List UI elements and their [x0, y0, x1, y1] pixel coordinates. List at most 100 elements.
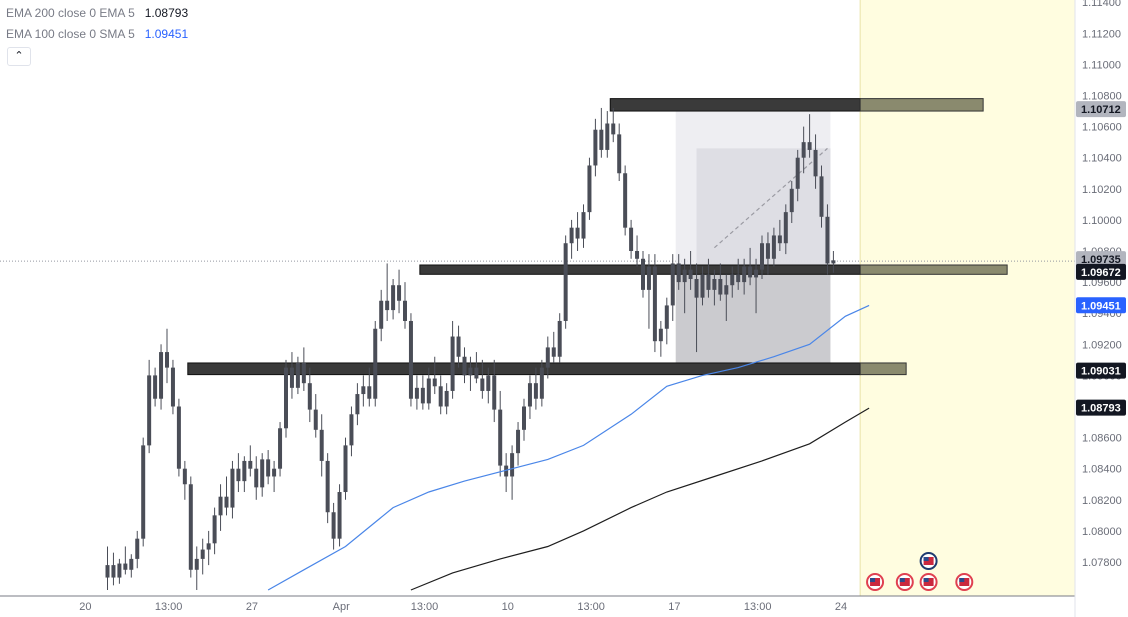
candle	[153, 367, 158, 407]
candle-body	[646, 266, 651, 290]
candle	[135, 530, 140, 569]
position-stop-area[interactable]	[675, 269, 831, 374]
zone-1-extension[interactable]	[859, 98, 984, 112]
event-marker[interactable]	[955, 573, 974, 591]
candle-body	[819, 176, 824, 217]
candle	[539, 359, 544, 407]
zone-2[interactable]	[419, 264, 861, 275]
legend-collapse-button[interactable]: ⌃	[7, 47, 31, 66]
event-marker[interactable]	[919, 573, 938, 591]
candle-body	[284, 367, 288, 429]
candle-body	[170, 367, 175, 407]
zone-1[interactable]	[609, 98, 861, 112]
candle-body	[224, 496, 229, 508]
candle	[391, 278, 396, 320]
candle-body	[438, 386, 443, 407]
candle-body	[605, 123, 610, 150]
time-axis[interactable]: 20 13:00 27 Apr 13:00 10 13:00 17 13:00 24	[79, 601, 847, 613]
time-tick-label: 17	[668, 601, 680, 613]
candle-body	[492, 375, 497, 410]
candle-body	[754, 269, 759, 278]
price-tick-label: 1.07800	[1082, 557, 1122, 569]
candle	[510, 445, 515, 500]
future-area	[860, 0, 1075, 596]
candle-body	[777, 235, 782, 244]
candle-body	[367, 386, 372, 399]
ema-200-legend[interactable]: EMA 200 close 0 EMA 5 1.08793	[6, 4, 188, 25]
candle-body	[408, 320, 413, 399]
long-position-tool[interactable]	[675, 109, 831, 374]
candle	[266, 450, 271, 485]
candle	[182, 460, 187, 500]
ema-100-legend[interactable]: EMA 100 close 0 SMA 5 1.09451	[6, 25, 188, 46]
indicator-legend: EMA 200 close 0 EMA 5 1.08793 EMA 100 clo…	[6, 4, 188, 46]
candle	[605, 111, 610, 158]
candle-body	[266, 459, 271, 477]
candle	[147, 359, 152, 454]
candle-body	[349, 414, 354, 446]
zone-2-extension[interactable]	[859, 264, 1008, 275]
candle-body	[611, 123, 616, 135]
price-badge: 1.09031	[1076, 362, 1126, 379]
event-marker-upcoming[interactable]	[919, 552, 938, 570]
candle-body	[206, 543, 211, 550]
event-marker[interactable]	[895, 573, 914, 591]
candle-body	[135, 538, 140, 559]
candle	[736, 258, 741, 290]
event-marker[interactable]	[866, 573, 885, 591]
candle	[361, 375, 366, 407]
candle-body	[456, 336, 461, 357]
candle-body	[533, 383, 538, 399]
candle-body	[111, 565, 116, 578]
candle-body	[468, 367, 473, 376]
candle	[533, 367, 538, 410]
candle-body	[153, 375, 158, 399]
time-tick-label: 10	[502, 601, 514, 613]
zone-3-extension[interactable]	[859, 362, 907, 376]
candle-body	[260, 459, 265, 488]
candle	[224, 476, 229, 516]
price-badge-box	[1076, 399, 1126, 416]
candle	[129, 554, 134, 578]
ema-100-line[interactable]	[267, 304, 870, 591]
time-tick-label: Apr	[333, 601, 350, 613]
economic-event-markers[interactable]	[866, 552, 974, 591]
candle	[355, 383, 360, 426]
candle	[385, 263, 390, 321]
candle-body	[700, 274, 705, 298]
candle-body	[682, 269, 687, 283]
candle	[712, 269, 717, 306]
candle-body	[450, 336, 455, 391]
candle-body	[736, 274, 741, 283]
candle	[474, 352, 479, 384]
price-badge-label: 1.09031	[1081, 366, 1121, 378]
price-axis[interactable]: 1.078001.080001.082001.084001.086001.088…	[1082, 0, 1122, 569]
price-badge-box	[1076, 297, 1126, 314]
candle-body	[462, 356, 467, 376]
flag-canton	[899, 578, 905, 582]
candle	[230, 460, 235, 519]
candle-body	[397, 285, 402, 301]
time-tick-label: 24	[835, 601, 847, 613]
chevron-up-icon: ⌃	[14, 50, 24, 62]
candle	[504, 453, 509, 493]
ema-100-value: 1.09451	[144, 27, 189, 41]
price-tick-label: 1.08600	[1082, 433, 1122, 445]
zone-3[interactable]	[187, 362, 861, 376]
candle	[480, 359, 485, 399]
support-resistance-zones[interactable]	[187, 98, 1008, 376]
price-tick-label: 1.10000	[1082, 215, 1122, 227]
ema-200-line[interactable]	[410, 407, 870, 591]
candle-body	[587, 165, 592, 213]
candle-body	[355, 394, 360, 415]
candle-body	[557, 320, 562, 357]
candle	[254, 456, 259, 500]
candle-body	[307, 383, 312, 410]
candle	[289, 352, 294, 399]
candle-body	[313, 409, 318, 430]
candle-body	[385, 300, 390, 311]
candle	[724, 274, 729, 321]
candle-body	[325, 460, 330, 513]
candle	[194, 546, 199, 590]
